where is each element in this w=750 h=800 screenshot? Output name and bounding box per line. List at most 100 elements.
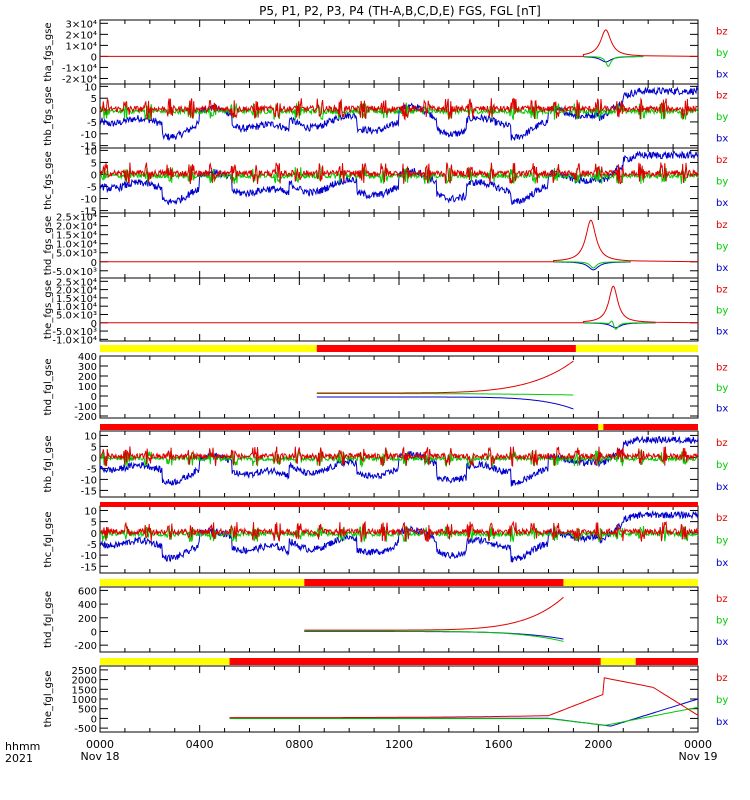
panel-thb_fgs_gse-ytick-label: 10	[84, 82, 97, 93]
panel-thd_fgl_gse-ytick-label: 400	[78, 352, 97, 363]
panel-thc_fgl_gse-ytick-label: -5	[87, 540, 97, 551]
status-bar-5-segment	[635, 658, 698, 665]
panel-thd_fgl_gse-legend-bz: bz	[716, 362, 728, 373]
panel-the_fgl_gse-legend-bz: bz	[716, 673, 728, 684]
panel-thc_fgs_gse-legend-bx: bx	[716, 198, 728, 209]
panel-the_fgl_gse-legend-by: by	[716, 695, 728, 706]
status-bar-5-segment	[100, 658, 230, 665]
panel-tha_fgs_gse-ylabel: tha_fgs_gse	[43, 22, 54, 81]
panel-the_fgl_gse-series-bz	[229, 677, 699, 719]
panel-thd_fgs_gse-series-bx	[553, 261, 631, 271]
panel-thc_fgl_gse-legend-bz: bz	[716, 513, 728, 524]
panel-the_fgs_gse-ytick-label: -5.0×10³	[52, 327, 97, 338]
panel-thc_fgs_gse-ytick-label: 0	[91, 170, 97, 181]
panel-thd_fgs_gse-series-by	[553, 261, 631, 269]
panel-thc_fgs_gse-ylabel: thc_fgs_gse	[43, 151, 54, 210]
panel-thb_fgl_gse-ytick-label: -15	[81, 486, 97, 497]
panel-thb_fgs_gse-ytick-label: -10	[81, 130, 97, 141]
panel-thb_fgs_gse-ylabel: thb_fgs_gse	[43, 86, 54, 145]
status-bar-1-segment	[316, 345, 576, 352]
panel-the_fgl_gse-series-bx	[229, 698, 699, 727]
panel-thd_fgl_gse-ylabel: thd_fgl_gse	[43, 591, 54, 648]
panel-tha_fgs_gse-ytick-label: 0	[91, 52, 97, 63]
panel-thb_fgs_gse-legend-bx: bx	[716, 133, 728, 144]
panel-the_fgl_gse-ytick-label: 1000	[72, 695, 97, 706]
status-bar-5-segment	[600, 658, 636, 665]
panel-thd_fgl_gse-ytick-label: 0	[91, 392, 97, 403]
panel-thd_fgl_gse-frame	[99, 355, 699, 419]
panel-thc_fgl_gse-series-bz	[99, 520, 699, 543]
x-tick-label: 0000	[86, 738, 114, 751]
panel-thd_fgs_gse-ytick-label: 2.5×10⁴	[56, 213, 97, 224]
panel-the_fgl_gse-legend-bx: bx	[716, 717, 728, 728]
panel-thc_fgs_gse-legend-by: by	[716, 177, 728, 188]
status-bar-5-segment	[229, 658, 601, 665]
panel-thd_fgl_gse-ytick-label: 0	[91, 627, 97, 638]
panel-thd_fgl_gse-ytick-label: 200	[78, 614, 97, 625]
status-bar-2-segment	[603, 424, 698, 430]
x-date-label-end: Nov 19	[679, 750, 718, 763]
x-axis-label-year: 2021	[5, 752, 33, 765]
panel-tha_fgs_gse-ytick-label: 3×10⁴	[66, 19, 97, 30]
panel-thd_fgs_gse-legend-bz: bz	[716, 220, 728, 231]
panel-thb_fgs_gse-series-bz	[99, 97, 699, 121]
panel-thd_fgl_gse-ytick-label: 400	[78, 600, 97, 611]
panel-thd_fgl_gse-ylabel: thd_fgl_gse	[43, 359, 54, 416]
panel-thc_fgl_gse-ytick-label: -10	[81, 551, 97, 562]
panel-thd_fgl_gse-ytick-label: -100	[74, 402, 97, 413]
panel-thc_fgs_gse-ytick-label: -10	[81, 195, 97, 206]
panel-tha_fgs_gse-ytick-label: 2×10⁴	[66, 30, 97, 41]
panel-thb_fgs_gse-legend-by: by	[716, 112, 728, 123]
panel-thc_fgl_gse-ytick-label: 10	[84, 506, 97, 517]
panel-thd_fgl_gse-series-by	[304, 630, 564, 642]
panel-the_fgs_gse-ytick-label: 1.0×10⁴	[56, 302, 97, 313]
status-bar-1-segment	[100, 345, 317, 352]
status-bar-1-segment	[575, 345, 698, 352]
panel-thb_fgl_gse-legend-bz: bz	[716, 438, 728, 449]
panel-thb_fgl_gse-ytick-label: -5	[87, 464, 97, 475]
panel-thc_fgl_gse-legend-bx: bx	[716, 558, 728, 569]
panel-thd_fgs_gse-ytick-label: -5.0×10³	[52, 267, 97, 278]
panel-thc_fgl_gse-legend-by: by	[716, 536, 728, 547]
x-tick-label: 0000	[684, 738, 712, 751]
panel-thb_fgl_gse-ytick-label: -10	[81, 475, 97, 486]
panel-thb_fgl_gse-series-bx	[99, 435, 699, 487]
panel-thb_fgl_gse-legend-bx: bx	[716, 482, 728, 493]
panel-thb_fgl_gse-ytick-label: 10	[84, 431, 97, 442]
panel-thd_fgs_gse-series-bz	[100, 219, 699, 263]
status-bar-4-segment	[304, 579, 564, 586]
panel-thb_fgl_gse-ylabel: thb_fgl_gse	[43, 436, 54, 493]
panel-thd_fgs_gse-legend-by: by	[716, 242, 728, 253]
panel-thd_fgl_gse-legend-bx: bx	[716, 404, 728, 415]
panel-thd_fgl_gse-ytick-label: 200	[78, 372, 97, 383]
panel-the_fgs_gse-ytick-label: -1.0×10⁴	[52, 335, 97, 346]
panel-thd_fgl_gse-series-bz	[304, 596, 564, 631]
panel-thd_fgs_gse-ytick-label: 0	[91, 258, 97, 269]
panel-thd_fgl_gse-legend-by: by	[716, 616, 728, 627]
x-tick-label: 0400	[186, 738, 214, 751]
panel-the_fgs_gse-ytick-label: 1.5×10⁴	[56, 294, 97, 305]
panel-thb_fgs_gse-ytick-label: -15	[81, 142, 97, 153]
panel-the_fgs_gse-ytick-label: 2.5×10⁴	[56, 277, 97, 288]
panel-thb_fgs_gse-ytick-label: 0	[91, 106, 97, 117]
panel-the_fgs_gse-ytick-label: 5.0×10³	[56, 310, 97, 321]
panel-the_fgs_gse-ytick-label: 0	[91, 319, 97, 330]
panel-thd_fgl_gse-series-bz	[316, 360, 574, 394]
panel-thd_fgs_gse-legend-bx: bx	[716, 263, 728, 274]
panel-thd_fgl_gse-ytick-label: 100	[78, 382, 97, 393]
panel-thd_fgl_gse-frame	[99, 586, 699, 653]
x-axis-label-hhmm: hhmm	[5, 740, 40, 753]
panel-the_fgs_gse-series-bz	[100, 285, 699, 324]
chart-title: P5, P1, P2, P3, P4 (TH-A,B,C,D,E) FGS, F…	[259, 4, 541, 18]
panel-the_fgs_gse-legend-bz: bz	[716, 285, 728, 296]
panel-tha_fgs_gse-ytick-label: -1×10⁴	[62, 63, 97, 74]
panel-the_fgs_gse-series-by	[583, 320, 656, 330]
panel-tha_fgs_gse-series-bz	[100, 29, 699, 57]
panel-thb_fgs_gse-ytick-label: 5	[91, 94, 97, 105]
panel-the_fgs_gse-frame	[99, 277, 699, 342]
panel-thd_fgl_gse-legend-bx: bx	[716, 637, 728, 648]
panel-tha_fgs_gse-series-by	[583, 56, 644, 67]
x-tick-label: 1600	[485, 738, 513, 751]
panel-thb_fgl_gse-ytick-label: 5	[91, 442, 97, 453]
panel-the_fgl_gse-ytick-label: 2500	[72, 666, 97, 677]
